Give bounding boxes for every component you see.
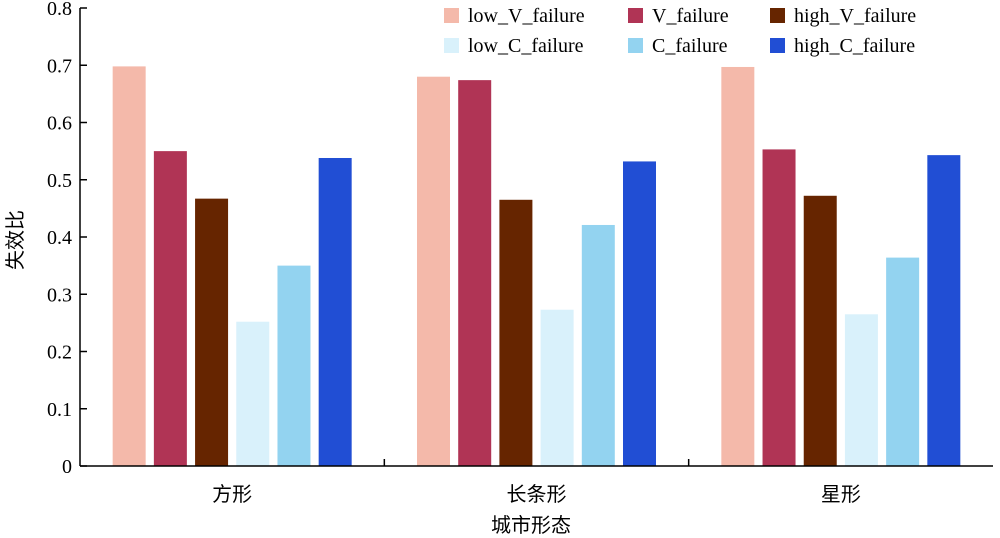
legend: low_V_failure V_failure high_V_failure low_…: [444, 5, 916, 57]
legend-swatch-low_V_failure: [444, 8, 459, 23]
bar-low_V_failure-2: [417, 76, 450, 466]
y-axis-title: 失效比: [3, 210, 27, 270]
legend-label-V_failure: V_failure: [652, 5, 729, 27]
legend-swatch-high_V_failure: [770, 8, 785, 23]
y-tick-label: 0: [62, 456, 72, 478]
y-tick-label: 0.7: [47, 55, 72, 77]
x-axis-title: 城市形态: [491, 513, 571, 537]
legend-swatch-low_C_failure: [444, 38, 459, 53]
bar-low_C_failure-1: [236, 321, 270, 466]
bar-C_failure-3: [886, 257, 920, 466]
legend-swatch-high_C_failure: [770, 38, 785, 53]
legend-label-low_C_failure: low_C_failure: [468, 35, 584, 57]
bar-C_failure-1: [277, 265, 311, 466]
y-tick-label: 0.3: [47, 284, 72, 306]
y-tick-label: 0.4: [47, 227, 72, 249]
y-tick-label: 0.2: [47, 342, 72, 364]
x-axis-category-labels: 方形 长条形 星形: [212, 459, 861, 506]
y-tick-label: 0.8: [47, 0, 72, 20]
bar-high_V_failure-2: [499, 199, 533, 466]
bar-V_failure-3: [762, 149, 796, 466]
bar-low_V_failure-1: [112, 66, 146, 467]
bar-high_V_failure-3: [803, 195, 837, 466]
bar-low_C_failure-3: [844, 314, 878, 466]
bar-V_failure-1: [153, 151, 187, 466]
axes: [79, 8, 993, 467]
legend-label-C_failure: C_failure: [652, 35, 728, 57]
x-category-label: 方形: [212, 482, 252, 506]
legend-label-low_V_failure: low_V_failure: [468, 5, 585, 27]
x-category-label: 长条形: [507, 482, 567, 506]
bar-C_failure-2: [581, 224, 615, 466]
bar-low_V_failure-3: [721, 66, 755, 466]
legend-label-high_V_failure: high_V_failure: [794, 5, 916, 27]
y-tick-label: 0.5: [47, 170, 72, 192]
legend-swatch-V_failure: [628, 8, 643, 23]
bar-high_C_failure-1: [318, 157, 352, 466]
legend-label-high_C_failure: high_C_failure: [794, 35, 915, 57]
x-category-label: 星形: [821, 482, 861, 506]
bar-V_failure-2: [458, 80, 492, 466]
bar-low_C_failure-2: [540, 309, 574, 466]
legend-swatch-C_failure: [628, 38, 643, 53]
bars: [112, 66, 961, 467]
bar-high_V_failure-1: [195, 198, 229, 466]
y-axis-ticks: 0 0.1 0.2 0.3 0.4 0.5 0.6 0.7 0.8: [47, 0, 87, 478]
y-tick-label: 0.6: [47, 113, 72, 135]
y-tick-label: 0.1: [47, 399, 72, 421]
bar-high_C_failure-3: [927, 155, 961, 466]
bar-high_C_failure-2: [623, 161, 656, 466]
